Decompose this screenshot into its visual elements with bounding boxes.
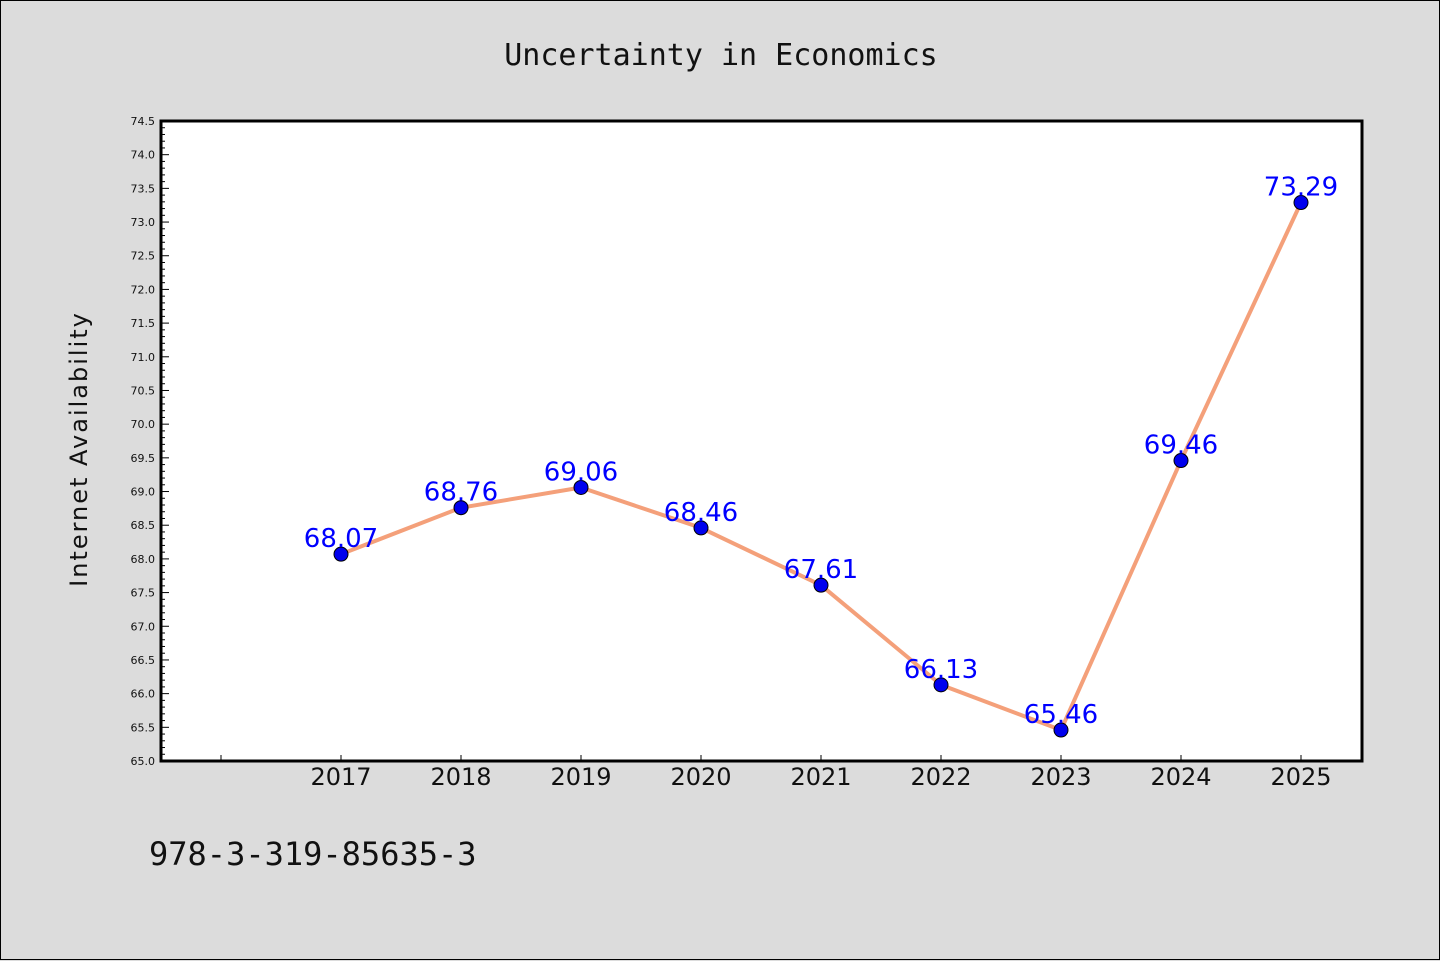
data-point <box>453 500 469 516</box>
x-axis-ticks: 2017 2018 2019 2020 2021 2022 2023 2024 2025 <box>220 755 1332 791</box>
y-axis-ticks: 65.0 65.5 66.0 66.5 67.0 67.5 68.0 68.5 69.0 69.5… <box>131 115 169 768</box>
y-axis-label: Internet Availability <box>65 311 93 587</box>
data-points <box>333 195 1309 738</box>
x-tick-label: 2018 <box>430 763 491 791</box>
x-tick-label: 2023 <box>1030 763 1091 791</box>
y-tick-label: 67.0 <box>131 620 156 633</box>
y-tick-label: 66.5 <box>131 654 156 667</box>
x-tick-label: 2021 <box>790 763 851 791</box>
data-label: 65.46 <box>1024 700 1098 730</box>
data-point <box>813 577 829 593</box>
y-tick-label: 72.5 <box>131 250 156 263</box>
data-label: 68.76 <box>424 478 498 508</box>
y-tick-label: 66.0 <box>131 688 156 701</box>
y-tick-label: 67.5 <box>131 587 156 600</box>
data-label: 68.46 <box>664 498 738 528</box>
plot-area <box>161 121 1362 761</box>
y-tick-label: 74.0 <box>131 149 156 162</box>
data-label: 66.13 <box>904 655 978 685</box>
y-tick-label: 73.0 <box>131 216 156 229</box>
y-tick-label: 71.0 <box>131 351 156 364</box>
chart-title: Uncertainty in Economics <box>504 38 937 73</box>
data-labels: 68.07 68.76 69.06 68.46 67.61 66.13 65.46 69.46… <box>304 173 1338 730</box>
y-tick-label: 74.5 <box>131 115 156 128</box>
isbn-footer: 978-3-319-85635-3 <box>149 835 477 873</box>
y-tick-label: 70.0 <box>131 418 156 431</box>
data-point <box>573 479 589 495</box>
data-point <box>693 520 709 536</box>
y-tick-label: 65.0 <box>131 755 156 768</box>
data-point <box>1053 722 1069 738</box>
data-point <box>1293 195 1309 211</box>
data-label: 73.29 <box>1264 173 1338 203</box>
x-tick-label: 2020 <box>670 763 731 791</box>
y-tick-label: 68.0 <box>131 553 156 566</box>
y-tick-label: 72.0 <box>131 283 156 296</box>
x-tick-label: 2025 <box>1270 763 1331 791</box>
data-point <box>1173 453 1189 469</box>
data-point <box>933 677 949 693</box>
y-tick-label: 68.5 <box>131 519 156 532</box>
x-tick-label: 2019 <box>550 763 611 791</box>
x-tick-label: 2024 <box>1150 763 1211 791</box>
y-tick-label: 71.5 <box>131 317 156 330</box>
data-label: 68.07 <box>304 524 378 554</box>
data-label: 67.61 <box>784 555 858 585</box>
plot-border <box>159 119 1364 763</box>
y-tick-label: 69.0 <box>131 486 156 499</box>
data-label: 69.06 <box>544 457 618 487</box>
x-tick-label: 2017 <box>310 763 371 791</box>
y-tick-label: 73.5 <box>131 182 156 195</box>
y-tick-label: 65.5 <box>131 721 156 734</box>
data-label: 69.46 <box>1144 431 1218 461</box>
y-tick-label: 70.5 <box>131 384 156 397</box>
data-point <box>333 546 349 562</box>
x-tick-label: 2022 <box>910 763 971 791</box>
y-tick-label: 69.5 <box>131 452 156 465</box>
